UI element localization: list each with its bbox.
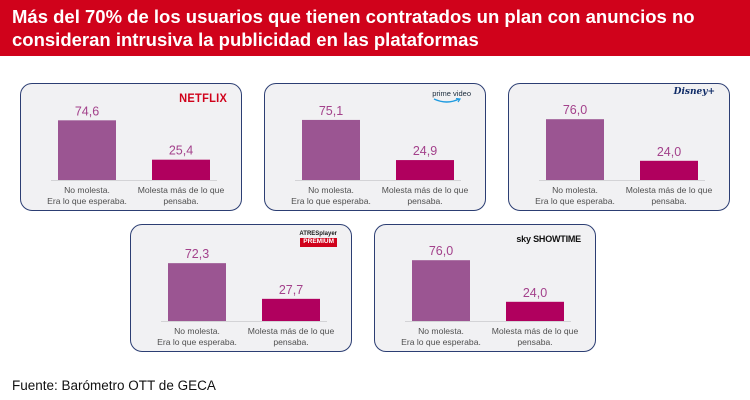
data-label-1: 76,0: [563, 103, 587, 117]
chart-card-netflix: 74,6 No molesta. Era lo que esperaba. 25,4 M…: [20, 83, 242, 211]
category-label-2-line-1: Molesta más de lo que: [138, 185, 225, 195]
bar-chart-atresplayer-premium: 72,3 No molesta.Era lo que esperaba. 27,7 M…: [157, 247, 335, 347]
disney-plus-logo: Disney+: [673, 87, 715, 97]
bar-chart-skyshowtime: 76,0 No molesta.Era lo que esperaba. 24,0 M…: [401, 244, 579, 347]
bar-chart-prime-video: 75,1 No molesta.Era lo que esperaba. 24,9 M…: [291, 104, 469, 206]
data-label-2: 24,0: [523, 286, 547, 300]
category-label-1-line-2: Era lo que esperaba.: [291, 196, 371, 206]
category-label-1-line-1: No molesta.: [174, 326, 220, 336]
data-label-2: 24,9: [413, 144, 437, 158]
bar-1: [58, 120, 116, 180]
category-label-1-line-2: Era lo que esperaba.: [157, 337, 237, 347]
category-label-2-line-1: Molesta más de lo que: [248, 326, 335, 336]
bar-1: [168, 263, 226, 321]
smile-arrow-icon: [433, 97, 462, 103]
category-label-1-line-2: Era lo que esperaba.: [535, 196, 615, 206]
atresplayer-premium-logo: ATRESplayer PREMIUM: [299, 231, 337, 247]
bar-2: [262, 298, 320, 321]
premium-badge: PREMIUM: [300, 238, 337, 247]
category-label-1-line-2: Era lo que esperaba.: [47, 196, 127, 206]
bar-2: [640, 160, 698, 180]
category-label-2-line-2: pensaba.: [407, 196, 442, 206]
data-label-2: 24,0: [657, 145, 681, 159]
skyshowtime-logo: sky SHOWTIME: [516, 234, 581, 244]
bar-2: [396, 160, 454, 180]
chart-card-skyshowtime: 76,0 No molesta. Era lo que esperaba. 24,0 M…: [374, 224, 596, 352]
category-label-2-line-1: Molesta más de lo que: [626, 185, 713, 195]
category-label-2-line-2: pensaba.: [517, 337, 552, 347]
bar-1: [302, 119, 360, 180]
bar-1: [412, 260, 470, 321]
prime-video-logo-text: prime video: [432, 89, 471, 98]
chart-card-atresplayer-premium: 72,3 No molesta. Era lo que esperaba. 27,7 M…: [130, 224, 352, 352]
source-footnote: Fuente: Barómetro OTT de GECA: [12, 378, 216, 393]
category-label-2-line-2: pensaba.: [273, 337, 308, 347]
netflix-logo: NETFLIX: [179, 91, 227, 105]
header-banner: Más del 70% de los usuarios que tienen c…: [0, 0, 750, 56]
data-label-1: 76,0: [429, 244, 453, 258]
bar-2: [506, 301, 564, 321]
category-label-1-line-1: No molesta.: [552, 185, 598, 195]
category-label-2-line-2: pensaba.: [163, 196, 198, 206]
category-label-2-line-1: Molesta más de lo que: [382, 185, 469, 195]
bar-1: [546, 119, 604, 180]
bar-2: [152, 159, 210, 180]
data-label-1: 75,1: [319, 104, 343, 118]
chart-card-disney-plus: 76,0 No molesta. Era lo que esperaba. 24,0 M…: [508, 83, 730, 211]
atresplayer-logo-text: ATRESplayer: [299, 231, 337, 237]
page-title: Más del 70% de los usuarios que tienen c…: [12, 6, 695, 50]
category-label-1-line-1: No molesta.: [64, 185, 110, 195]
data-label-1: 74,6: [75, 104, 99, 118]
chart-card-prime-video: 75,1 No molesta. Era lo que esperaba. 24,9 M…: [264, 83, 486, 211]
data-label-2: 27,7: [279, 283, 303, 297]
category-label-1-line-1: No molesta.: [418, 326, 464, 336]
category-label-2-line-1: Molesta más de lo que: [492, 326, 579, 336]
category-label-1-line-1: No molesta.: [308, 185, 354, 195]
prime-video-logo: prime video: [432, 90, 471, 104]
category-label-1-line-2: Era lo que esperaba.: [401, 337, 481, 347]
bar-chart-netflix: 74,6 No molesta.Era lo que esperaba. 25,4 M…: [47, 104, 225, 206]
category-label-2-line-2: pensaba.: [651, 196, 686, 206]
bar-chart-disney-plus: 76,0 No molesta.Era lo que esperaba. 24,0 M…: [535, 103, 713, 206]
data-label-1: 72,3: [185, 247, 209, 261]
data-label-2: 25,4: [169, 144, 193, 158]
